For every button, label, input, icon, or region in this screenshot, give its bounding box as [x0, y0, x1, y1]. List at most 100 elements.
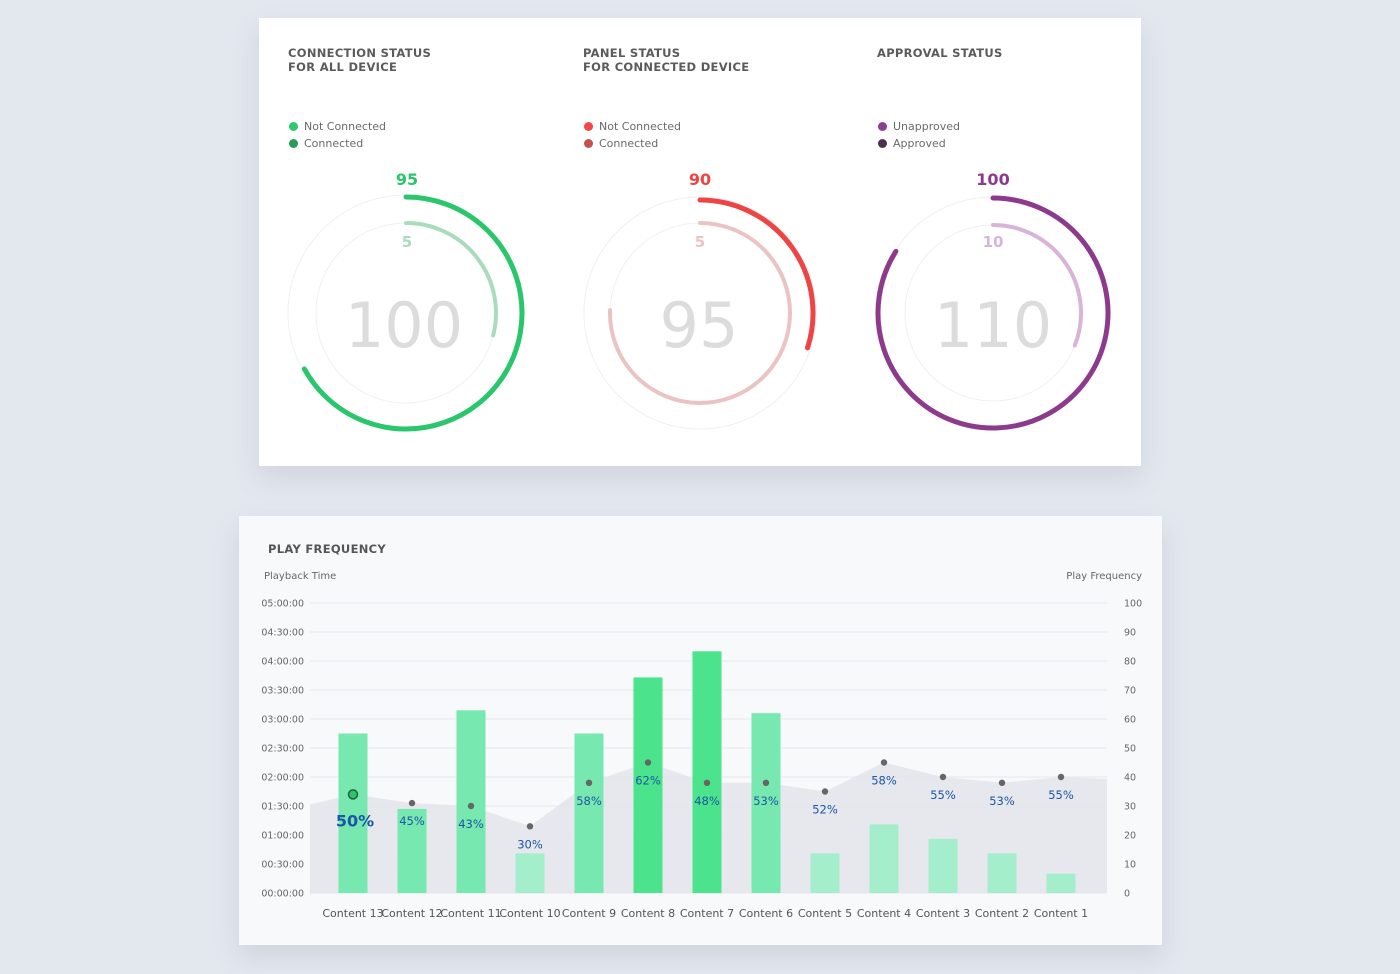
playback-bar[interactable] — [515, 853, 545, 893]
playback-bar[interactable] — [810, 853, 840, 893]
y-right-tick-label: 30 — [1124, 802, 1136, 813]
legend-item-not-connected[interactable]: Not Connected — [584, 118, 681, 135]
frequency-point[interactable] — [998, 779, 1006, 786]
y-left-tick-label: 04:00:00 — [261, 657, 304, 668]
y-right-tick-label: 70 — [1124, 686, 1136, 697]
frequency-label: 53% — [989, 794, 1015, 808]
gauge: 100 10 110 — [848, 168, 1142, 466]
frequency-point[interactable] — [347, 789, 359, 800]
gauge-inner-value: 10 — [983, 233, 1004, 251]
title-line-1: APPROVAL STATUS — [877, 46, 1003, 60]
gauge-outer-arc[interactable] — [875, 195, 1111, 431]
legend-label: Unapproved — [893, 120, 960, 133]
panel-title: APPROVAL STATUS — [877, 46, 1003, 60]
x-category-label: Content 7 — [680, 907, 734, 920]
legend-item-unapproved[interactable]: Unapproved — [878, 118, 960, 135]
gauge-total: 110 — [934, 289, 1052, 362]
y-right-tick-label: 0 — [1124, 889, 1130, 900]
x-category-label: Content 13 — [322, 907, 383, 920]
frequency-point[interactable] — [467, 802, 475, 810]
playback-bar[interactable] — [987, 853, 1017, 893]
legend-dot-icon — [878, 122, 887, 131]
legend-label: Not Connected — [304, 120, 387, 133]
playback-bar[interactable] — [456, 710, 486, 893]
frequency-point[interactable] — [1057, 773, 1065, 781]
gauge-outer-track — [583, 196, 817, 430]
y-left-tick-label: 01:30:00 — [261, 802, 304, 813]
playback-bar[interactable] — [751, 713, 781, 893]
y-right-tick-label: 20 — [1124, 831, 1136, 842]
play-frequency-chart: 00:00:00 0 00:30:00 10 01:00:00 20 01:30:00 30 0… — [261, 599, 1142, 921]
legend-label: Connected — [599, 137, 659, 150]
x-category-label: Content 4 — [857, 907, 911, 920]
gauge-outer-value: 90 — [689, 170, 711, 189]
legend-item-connected[interactable]: Connected — [584, 135, 681, 152]
legend-label: Not Connected — [599, 120, 682, 133]
frequency-point[interactable] — [821, 788, 829, 795]
x-category-label: Content 8 — [621, 907, 675, 920]
gauge: 95 5 100 — [259, 168, 553, 466]
frequency-label: 55% — [930, 788, 956, 802]
playback-bar[interactable] — [869, 824, 899, 893]
playback-bar[interactable] — [928, 838, 958, 893]
y-left-tick-label: 05:00:00 — [261, 599, 304, 610]
playback-bar[interactable] — [574, 733, 604, 894]
play-frequency-title: PLAY FREQUENCY — [268, 542, 387, 556]
legend-item-connected[interactable]: Connected — [289, 135, 386, 152]
playback-bar[interactable] — [338, 733, 368, 894]
x-category-label: Content 9 — [562, 907, 616, 920]
frequency-label: 45% — [399, 814, 425, 828]
title-line-1: PANEL STATUS — [583, 46, 681, 60]
gauge-total: 95 — [660, 289, 739, 362]
frequency-label: 52% — [812, 803, 838, 817]
frequency-point[interactable] — [585, 779, 593, 786]
frequency-label: 43% — [458, 817, 484, 831]
y-left-tick-label: 03:00:00 — [261, 715, 304, 726]
x-category-label: Content 11 — [440, 907, 501, 920]
frequency-point[interactable] — [880, 759, 888, 766]
frequency-label: 48% — [694, 794, 720, 808]
frequency-point[interactable] — [939, 773, 947, 781]
frequency-point[interactable] — [526, 823, 534, 830]
gauge-inner-value: 5 — [402, 233, 412, 251]
gauge-inner-arc[interactable] — [608, 221, 792, 405]
playback-bar[interactable] — [692, 651, 722, 893]
x-category-label: Content 6 — [739, 907, 793, 920]
legend-label: Connected — [304, 137, 364, 150]
legend-dot-icon — [584, 139, 593, 148]
gauge-outer-arc[interactable] — [301, 194, 525, 432]
panel-title: CONNECTION STATUS FOR ALL DEVICE — [288, 46, 431, 74]
y-right-tick-label: 60 — [1124, 715, 1136, 726]
gauge-total: 100 — [345, 289, 463, 362]
legend-label: Approved — [893, 137, 946, 150]
legend-dot-icon — [289, 139, 298, 148]
legend-item-not-connected[interactable]: Not Connected — [289, 118, 386, 135]
title-line-2: FOR CONNECTED DEVICE — [583, 60, 750, 74]
legend: Unapproved Approved — [878, 118, 960, 152]
y-right-tick-label: 90 — [1124, 628, 1136, 639]
gauge-outer-value: 95 — [396, 170, 418, 189]
frequency-point[interactable] — [408, 799, 416, 807]
gauge: 90 5 95 — [554, 168, 848, 466]
y-left-tick-label: 02:00:00 — [261, 773, 304, 784]
y-left-tick-label: 01:00:00 — [261, 831, 304, 842]
playback-bar[interactable] — [397, 808, 427, 893]
frequency-label: 58% — [871, 774, 897, 788]
legend-item-approved[interactable]: Approved — [878, 135, 960, 152]
frequency-point[interactable] — [703, 779, 711, 786]
frequency-label: 50% — [336, 811, 374, 830]
frequency-label: 58% — [576, 794, 602, 808]
play-frequency-card: PLAY FREQUENCY Playback Time Play Freque… — [239, 516, 1162, 945]
frequency-point[interactable] — [762, 779, 770, 786]
gauge-inner-arc[interactable] — [991, 223, 1083, 348]
y-left-tick-label: 00:00:00 — [261, 889, 304, 900]
frequency-point[interactable] — [644, 759, 652, 766]
playback-bar[interactable] — [1046, 873, 1076, 893]
frequency-label: 55% — [1048, 788, 1074, 802]
y-left-tick-label: 02:30:00 — [261, 744, 304, 755]
playback-bar[interactable] — [633, 677, 663, 893]
panel-status-panel: PANEL STATUS FOR CONNECTED DEVICE Not Co… — [554, 18, 848, 466]
gauge-outer-arc[interactable] — [697, 197, 816, 351]
y-right-tick-label: 10 — [1124, 860, 1136, 871]
gauge-inner-arc[interactable] — [404, 221, 498, 338]
